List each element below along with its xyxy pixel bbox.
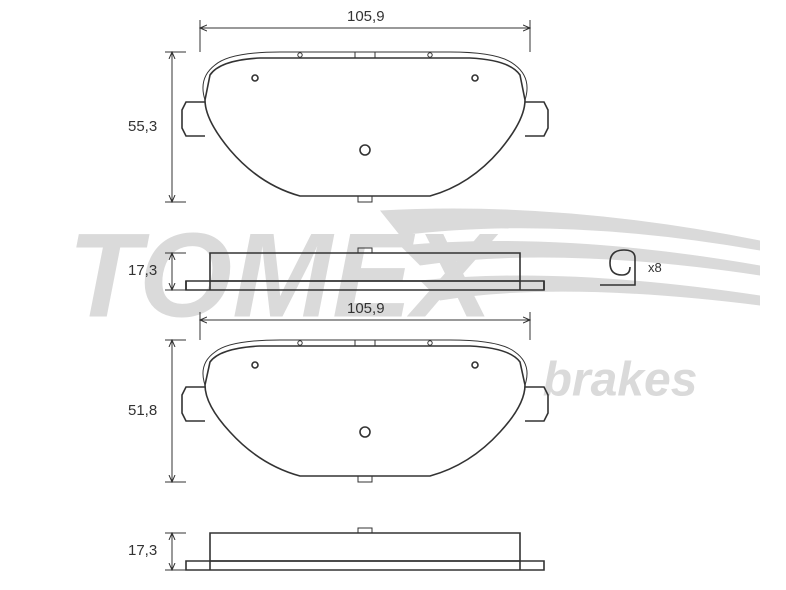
retaining-clip-icon: [600, 250, 635, 285]
technical-drawing: [0, 0, 786, 585]
top-brake-pad-side: [186, 248, 544, 290]
dimension-lines: [165, 20, 530, 570]
bottom-brake-pad-face: [182, 340, 548, 482]
top-brake-pad-face: [182, 52, 548, 202]
bottom-brake-pad-side: [186, 528, 544, 570]
